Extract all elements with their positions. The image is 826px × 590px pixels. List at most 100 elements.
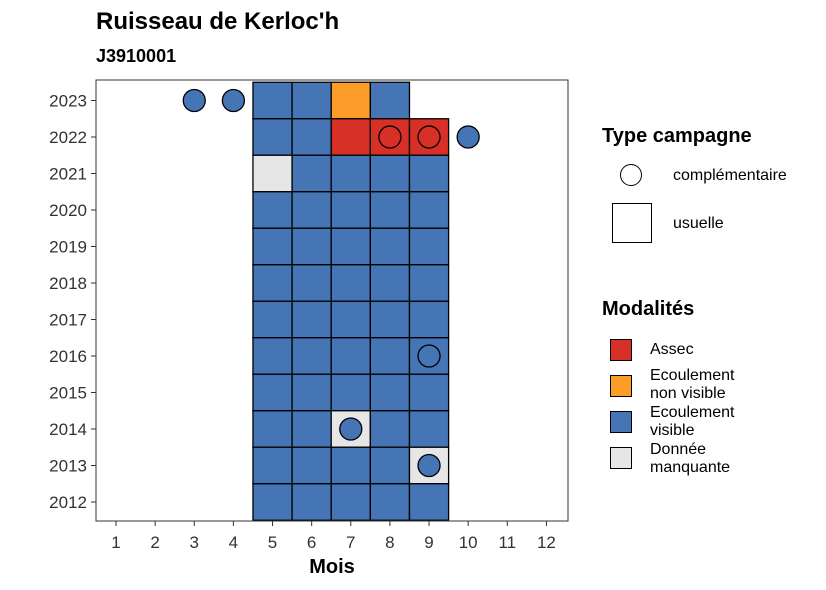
cell-2019-6 (291, 227, 332, 266)
cell-2012-5 (252, 483, 293, 521)
x-axis: 1 2 3 4 5 6 7 8 9 10 11 12 (111, 521, 556, 552)
x-tick-label-1: 1 (111, 533, 120, 552)
x-tick-label-2: 2 (150, 533, 159, 552)
cell-2017-8 (369, 300, 411, 339)
cell-2023-5 (252, 81, 293, 120)
cell-2020-9 (408, 191, 450, 229)
point-2022-8 (378, 125, 402, 149)
point-2022-10 (456, 125, 480, 149)
y-tick-label-2019: 2019 (49, 238, 87, 257)
legend-key-assec (610, 339, 632, 361)
cell-2020-6 (291, 191, 332, 229)
x-tick-label-9: 9 (424, 533, 433, 552)
cell-2022-7 (330, 118, 371, 156)
x-tick-label-10: 10 (459, 533, 478, 552)
legend-campagne-label-1: usuelle (673, 215, 724, 232)
cell-2015-6 (291, 373, 332, 412)
cell-2013-6 (291, 446, 332, 485)
y-tick-label-2012: 2012 (49, 493, 87, 512)
point-2014-7 (339, 417, 363, 441)
cell-2019-5 (252, 227, 293, 266)
cell-2018-7 (330, 264, 371, 302)
y-tick-label-2015: 2015 (49, 384, 87, 403)
plot-border (95, 79, 569, 522)
y-tick-label-2013: 2013 (49, 457, 87, 476)
cell-2021-9 (408, 154, 450, 193)
cells-layer (252, 81, 450, 521)
cell-2017-6 (291, 300, 332, 339)
cell-2023-7 (330, 81, 371, 120)
cell-2022-6 (291, 118, 332, 156)
cell-2022-5 (252, 118, 293, 156)
cell-2012-9 (408, 483, 450, 521)
cell-2021-5 (252, 154, 293, 193)
cell-2021-8 (369, 154, 411, 193)
cell-2016-7 (330, 337, 371, 375)
cell-2015-8 (369, 373, 411, 412)
points-layer (182, 88, 480, 478)
x-tick-label-8: 8 (385, 533, 394, 552)
x-tick-label-6: 6 (307, 533, 316, 552)
y-tick-label-2022: 2022 (49, 128, 87, 147)
y-tick-label-2014: 2014 (49, 420, 87, 439)
cell-2015-7 (330, 373, 371, 412)
cell-2013-8 (369, 446, 411, 485)
legend-label-ecoulement-visible: Ecoulement visible (650, 404, 735, 439)
legend-square-icon (612, 203, 652, 243)
legend-key-ecoulement-non-visible (610, 375, 632, 397)
cell-2014-8 (369, 410, 411, 448)
point-2013-9 (417, 453, 441, 478)
x-tick-label-12: 12 (537, 533, 556, 552)
legend-label-donnee-manquante: Donnée manquante (650, 441, 731, 476)
y-tick-label-2016: 2016 (49, 347, 87, 366)
cell-2018-5 (252, 264, 293, 302)
point-2022-9 (417, 125, 441, 149)
legend-modalites-title: Modalités (602, 298, 695, 320)
chart-subtitle: J3910001 (96, 46, 177, 66)
cell-2017-5 (252, 300, 293, 339)
cell-2020-8 (369, 191, 411, 229)
legend-campagne-label-0: complémentaire (673, 167, 787, 184)
y-tick-label-2023: 2023 (49, 92, 87, 111)
cell-2021-7 (330, 154, 371, 193)
cell-2019-8 (369, 227, 411, 266)
cell-2018-6 (291, 264, 332, 302)
cell-2014-6 (291, 410, 332, 448)
cell-2023-8 (369, 81, 411, 120)
cell-2019-9 (408, 227, 450, 266)
cell-2018-8 (369, 264, 411, 302)
cell-2015-9 (408, 373, 450, 412)
x-tick-label-5: 5 (268, 533, 277, 552)
cell-2019-7 (330, 227, 371, 266)
y-tick-label-2020: 2020 (49, 201, 87, 220)
cell-2020-7 (330, 191, 371, 229)
x-tick-label-3: 3 (190, 533, 199, 552)
point-2023-4 (221, 88, 246, 113)
cell-2016-6 (291, 337, 332, 375)
cell-2016-5 (252, 337, 293, 375)
chart-title: Ruisseau de Kerloc'h (96, 8, 340, 35)
legend-campagne-title: Type campagne (602, 125, 752, 147)
cell-2017-7 (330, 300, 371, 339)
cell-2016-8 (369, 337, 411, 375)
legend-label-ecoulement-non-visible: Ecoulement non visible (650, 367, 735, 402)
cell-2018-9 (408, 264, 450, 302)
cell-2013-5 (252, 446, 293, 485)
y-tick-label-2017: 2017 (49, 311, 87, 330)
legend-key-ecoulement-visible (610, 411, 632, 433)
cell-2015-5 (252, 373, 293, 412)
y-axis: 2012 2013 2014 2015 2016 2017 2018 2019 2020 2021… (49, 92, 96, 512)
y-tick-label-2021: 2021 (49, 165, 87, 184)
cell-2014-9 (408, 410, 450, 448)
cell-2012-8 (369, 483, 411, 521)
cell-2021-6 (291, 154, 332, 193)
cell-2020-5 (252, 191, 293, 229)
point-2023-3 (182, 88, 206, 113)
point-2016-9 (417, 344, 441, 368)
x-axis-title: Mois (309, 556, 355, 578)
legend-key-donnee-manquante (610, 447, 632, 469)
cell-2017-9 (408, 300, 450, 339)
legend-label-assec: Assec (650, 341, 694, 358)
cell-2012-7 (330, 483, 371, 521)
